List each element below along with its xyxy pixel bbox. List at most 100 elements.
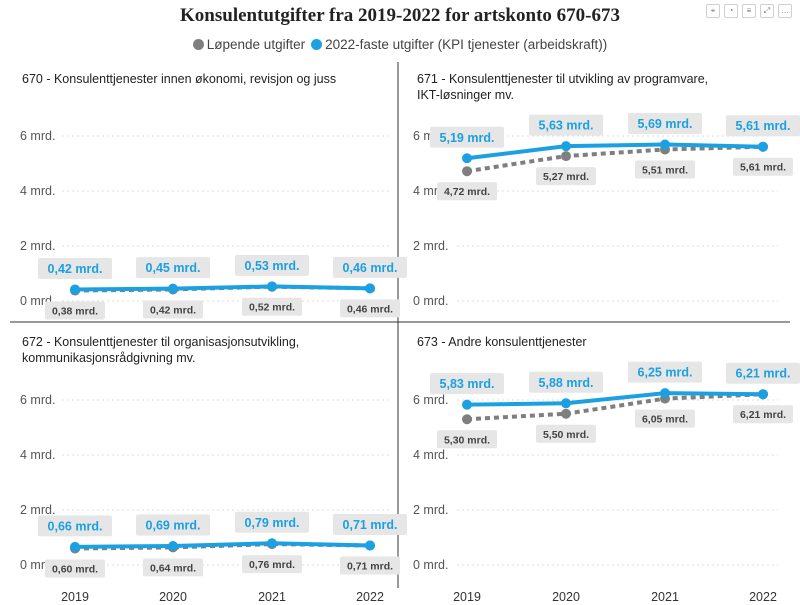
- point-faste: [462, 153, 472, 164]
- data-label-faste: 5,83 mrd.: [440, 377, 495, 391]
- panel-title-2: 672 - Konsulenttjenester til organisasjo…: [22, 335, 299, 365]
- legend: Løpende utgifter 2022-faste utgifter (KP…: [0, 37, 800, 52]
- series-line-faste: [74, 284, 371, 292]
- y-tick-label: 6 mrd.: [20, 129, 55, 143]
- data-label-faste: 0,45 mrd.: [146, 261, 201, 275]
- data-label-bg-lopende: [536, 424, 596, 443]
- point-faste: [365, 540, 375, 551]
- legend-item-lopende[interactable]: Løpende utgifter: [192, 37, 306, 52]
- x-tick-label: 2021: [258, 590, 286, 604]
- data-label-bg-faste: [333, 513, 407, 535]
- legend-label-lopende: Løpende utgifter: [206, 37, 306, 52]
- y-tick-label: 2 mrd.: [20, 503, 55, 517]
- data-label-bg-lopende: [733, 405, 793, 424]
- data-label-bg-faste: [726, 362, 800, 384]
- point-faste: [561, 141, 571, 152]
- y-tick-label: 2 mrd.: [20, 239, 55, 253]
- legend-swatch-faste: [311, 39, 323, 50]
- data-label-bg-lopende: [242, 297, 302, 316]
- data-label-bg-faste: [38, 515, 112, 537]
- point-faste: [365, 283, 375, 294]
- expand-icon[interactable]: ⤢: [760, 4, 774, 18]
- bell-icon[interactable]: ◔: [724, 4, 738, 18]
- x-tick-label: 2019: [61, 590, 89, 604]
- point-faste: [70, 284, 80, 295]
- legend-item-faste[interactable]: 2022-faste utgifter (KPI tjenester (arbe…: [311, 37, 607, 52]
- point-faste: [660, 388, 670, 399]
- data-label-bg-faste: [628, 361, 702, 383]
- data-label-bg-faste: [38, 257, 112, 279]
- x-tick-label: 2021: [651, 590, 679, 604]
- data-label-bg-lopende: [340, 299, 400, 318]
- data-label-bg-faste: [529, 371, 603, 393]
- data-label-lopende: 0,76 mrd.: [249, 559, 295, 571]
- data-label-bg-lopende: [45, 559, 105, 578]
- data-label-bg-faste: [529, 114, 603, 136]
- data-label-lopende: 6,05 mrd.: [642, 414, 688, 426]
- data-label-faste: 5,19 mrd.: [440, 131, 495, 145]
- data-label-bg-faste: [235, 511, 309, 533]
- point-lopende: [462, 166, 472, 177]
- data-label-faste: 0,53 mrd.: [245, 259, 300, 273]
- data-label-bg-faste: [333, 256, 407, 278]
- data-label-bg-lopende: [143, 558, 203, 577]
- data-label-lopende: 0,52 mrd.: [249, 302, 295, 314]
- series-line-faste: [74, 541, 371, 549]
- visual-toolbar: ⌖ ◔ ≡ ⤢ …: [706, 4, 792, 18]
- data-label-faste: 0,69 mrd.: [146, 519, 201, 533]
- point-faste: [758, 389, 768, 400]
- data-label-bg-lopende: [536, 167, 596, 186]
- more-icon[interactable]: …: [778, 4, 792, 18]
- data-label-bg-lopende: [45, 301, 105, 320]
- data-label-lopende: 0,60 mrd.: [52, 564, 98, 576]
- chart-title: Konsulentutgifter fra 2019-2022 for arts…: [180, 5, 620, 26]
- data-label-lopende: 6,21 mrd.: [740, 409, 786, 421]
- panel-title-0: 670 - Konsulenttjenester innen økonomi, …: [22, 72, 336, 86]
- data-label-lopende: 0,42 mrd.: [150, 304, 196, 316]
- data-label-lopende: 0,64 mrd.: [150, 562, 196, 574]
- data-label-lopende: 0,46 mrd.: [347, 303, 393, 315]
- legend-swatch-lopende: [192, 39, 204, 50]
- data-label-bg-lopende: [437, 182, 497, 201]
- data-label-bg-lopende: [143, 300, 203, 319]
- point-faste: [660, 139, 670, 150]
- x-tick-label: 2022: [749, 590, 777, 604]
- data-label-lopende: 5,51 mrd.: [642, 164, 688, 176]
- x-tick-label: 2020: [552, 590, 580, 604]
- point-lopende: [462, 414, 472, 425]
- filter-icon[interactable]: ≡: [742, 4, 756, 18]
- data-label-bg-faste: [628, 113, 702, 135]
- point-lopende: [561, 151, 571, 162]
- data-label-faste: 5,69 mrd.: [638, 117, 693, 131]
- data-label-bg-faste: [726, 115, 800, 137]
- x-tick-label: 2022: [356, 590, 384, 604]
- data-label-faste: 0,46 mrd.: [343, 261, 398, 275]
- data-label-faste: 0,66 mrd.: [48, 519, 103, 533]
- panel-title-3: 673 - Andre konsulenttjenester: [417, 335, 587, 349]
- data-label-bg-faste: [136, 257, 210, 279]
- data-label-bg-lopende: [437, 430, 497, 449]
- series-line-faste: [466, 142, 764, 161]
- data-label-faste: 0,71 mrd.: [343, 518, 398, 532]
- data-label-lopende: 5,50 mrd.: [543, 429, 589, 441]
- data-label-faste: 0,42 mrd.: [48, 262, 103, 276]
- data-label-bg-lopende: [635, 160, 695, 179]
- point-faste: [70, 541, 80, 552]
- data-label-lopende: 5,27 mrd.: [543, 171, 589, 183]
- series-line-faste: [466, 391, 764, 407]
- point-faste: [267, 281, 277, 292]
- y-tick-label: 6 mrd.: [413, 393, 448, 407]
- x-tick-label: 2020: [159, 590, 187, 604]
- y-tick-label: 4 mrd.: [20, 184, 55, 198]
- y-tick-label: 6 mrd.: [20, 393, 55, 407]
- data-label-faste: 5,63 mrd.: [539, 119, 594, 133]
- point-faste: [168, 283, 178, 294]
- pin-icon[interactable]: ⌖: [706, 4, 720, 18]
- data-label-faste: 6,21 mrd.: [736, 367, 791, 381]
- data-label-bg-lopende: [733, 157, 793, 176]
- data-label-lopende: 4,72 mrd.: [444, 186, 490, 198]
- data-label-bg-lopende: [340, 556, 400, 575]
- point-lopende: [561, 408, 571, 419]
- series-line-lopende: [466, 144, 764, 174]
- y-tick-label: 0 mrd.: [413, 558, 448, 572]
